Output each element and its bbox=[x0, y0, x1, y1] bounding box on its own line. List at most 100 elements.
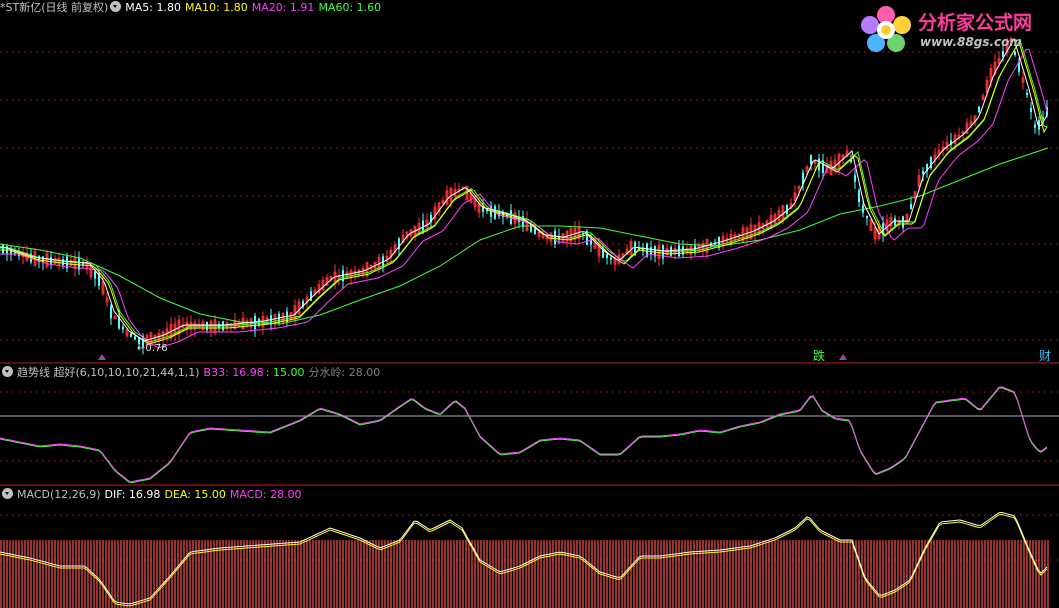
trend-title: 趋势线 超好(6,10,10,10,21,44,1,1) bbox=[17, 366, 200, 379]
candle-body bbox=[69, 259, 73, 266]
candle-body bbox=[138, 337, 140, 345]
candle-body bbox=[534, 228, 536, 234]
candle-body bbox=[101, 281, 105, 295]
candle-body bbox=[894, 218, 896, 226]
candle-body bbox=[317, 284, 321, 294]
dropdown-icon[interactable] bbox=[2, 488, 13, 499]
candle-body bbox=[869, 219, 873, 231]
candle-body bbox=[1018, 61, 1020, 72]
candle-body bbox=[398, 238, 400, 249]
candle-body bbox=[650, 247, 652, 255]
candle-body bbox=[66, 256, 68, 269]
ma5-label: MA5: 1.80 bbox=[125, 1, 181, 14]
dropdown-icon[interactable] bbox=[2, 366, 13, 377]
macd-panel-header: MACD(12,26,9) DIF: 16.98 DEA: 15.00 MACD: 2… bbox=[0, 488, 306, 502]
candle-body bbox=[2, 244, 4, 254]
candle-body bbox=[401, 234, 405, 243]
signal-marker-icon bbox=[99, 356, 105, 360]
candle-body bbox=[305, 296, 309, 304]
candle-body bbox=[926, 163, 928, 172]
candle-body bbox=[678, 245, 680, 257]
candle-body bbox=[118, 316, 120, 329]
candle-body bbox=[917, 175, 921, 188]
candle-body bbox=[38, 256, 40, 263]
candle-body bbox=[646, 243, 648, 257]
candle-body bbox=[14, 251, 16, 255]
candle-body bbox=[297, 301, 301, 315]
candle-body bbox=[425, 219, 429, 228]
candle-body bbox=[105, 297, 109, 303]
candle-body bbox=[810, 155, 812, 165]
candle-body bbox=[1009, 37, 1013, 43]
candle-body bbox=[885, 219, 889, 232]
candle-body bbox=[486, 209, 488, 212]
candle-body bbox=[437, 202, 441, 213]
candle-body bbox=[786, 204, 788, 214]
candle-body bbox=[142, 335, 144, 347]
trend-line-b33 bbox=[0, 386, 1048, 483]
candle-body bbox=[993, 61, 997, 75]
candle-body bbox=[837, 153, 841, 169]
ma10-line bbox=[0, 44, 1048, 345]
watermark-logo: 分析家公式网 www.88gs.com bbox=[858, 3, 1058, 55]
candle-body bbox=[913, 191, 917, 197]
dropdown-icon[interactable] bbox=[110, 1, 122, 12]
candle-body bbox=[325, 277, 329, 286]
candle-body bbox=[125, 329, 129, 337]
event-tag-cai[interactable]: 财 bbox=[1039, 349, 1052, 363]
candle-body bbox=[850, 159, 852, 163]
candle-body bbox=[910, 203, 912, 209]
candle-body bbox=[606, 254, 608, 258]
candle-body bbox=[558, 235, 560, 240]
candle-body bbox=[793, 192, 797, 202]
candle-body bbox=[430, 214, 432, 222]
candle-body bbox=[825, 164, 829, 174]
candle-body bbox=[433, 206, 437, 220]
candle-body bbox=[854, 175, 856, 182]
candle-body bbox=[78, 257, 80, 270]
dif-line bbox=[0, 511, 1048, 605]
candle-body bbox=[629, 240, 633, 256]
candle-body bbox=[1021, 77, 1025, 83]
candle-body bbox=[50, 257, 52, 265]
candle-body bbox=[682, 246, 684, 255]
ma20-label: MA20: 1.91 bbox=[251, 1, 315, 14]
candle-body bbox=[82, 262, 84, 265]
candle-body bbox=[393, 244, 397, 254]
candle-body bbox=[554, 230, 556, 245]
candle-body bbox=[586, 231, 588, 245]
ma5-line bbox=[0, 37, 1048, 342]
stock-title: *ST新亿(日线 前复权) bbox=[0, 1, 109, 14]
dea-line bbox=[0, 513, 1048, 607]
event-tag-die[interactable]: 跌 bbox=[813, 349, 826, 363]
candle-body bbox=[233, 319, 237, 330]
candle-body bbox=[98, 273, 100, 286]
candle-body bbox=[122, 326, 124, 330]
candle-body bbox=[73, 257, 77, 270]
candle-body bbox=[889, 217, 893, 227]
ma60-line-placeholder bbox=[0, 38, 1048, 343]
candle-body bbox=[1030, 107, 1032, 113]
candle-body bbox=[873, 226, 877, 240]
candle-body bbox=[1005, 41, 1009, 53]
candle-body bbox=[42, 256, 44, 263]
candle-body bbox=[833, 159, 837, 170]
candle-body bbox=[593, 243, 597, 249]
candle-body bbox=[445, 190, 449, 205]
macd-title: MACD(12,26,9) bbox=[17, 488, 101, 501]
watershed-label: 分水岭: 28.00 bbox=[308, 366, 381, 379]
candle-body bbox=[961, 131, 965, 135]
candle-body bbox=[818, 158, 820, 171]
candle-body bbox=[602, 249, 604, 258]
candle-body bbox=[53, 258, 57, 264]
trend-line-green bbox=[0, 387, 1048, 484]
candle-body bbox=[321, 279, 325, 291]
candle-body bbox=[642, 247, 644, 252]
candle-body bbox=[302, 300, 304, 308]
candle-body bbox=[1002, 51, 1004, 57]
candle-body bbox=[797, 185, 801, 190]
signal-marker-icon bbox=[840, 356, 846, 360]
candle-body bbox=[10, 247, 12, 255]
candle-body bbox=[45, 253, 49, 267]
